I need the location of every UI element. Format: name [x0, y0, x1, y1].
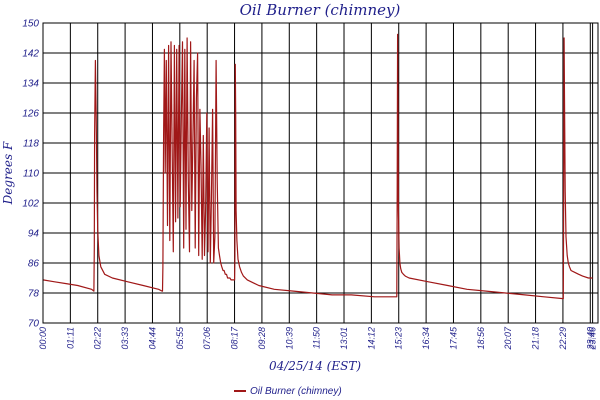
y-tick-label: 134 — [22, 79, 39, 90]
chart-grid — [42, 22, 598, 324]
x-tick-label: 23:40 — [585, 327, 595, 351]
x-tick-label: 08:17 — [230, 326, 240, 350]
x-tick-label: 18:56 — [476, 327, 486, 350]
y-tick-label: 110 — [23, 169, 39, 180]
legend-entry: Oil Burner (chimney) — [250, 386, 342, 397]
y-tick-label: 94 — [28, 229, 40, 240]
x-tick-label: 02:22 — [93, 327, 103, 350]
y-axis-label: Degrees F — [1, 141, 15, 205]
x-tick-label: 05:55 — [175, 326, 185, 350]
x-axis-label: 04/25/14 (EST) — [269, 359, 361, 373]
legend: Oil Burner (chimney) — [234, 386, 342, 397]
x-tick-label: 00:00 — [38, 327, 48, 350]
x-axis-ticks: 00:00 01:11 02:22 03:33 04:44 05:55 07:06 08:17… — [38, 326, 598, 351]
x-tick-label: 09:28 — [257, 327, 267, 350]
x-tick-label: 21:18 — [531, 327, 541, 351]
x-tick-label: 22:29 — [558, 327, 568, 351]
x-tick-label: 11:50 — [312, 327, 322, 349]
x-tick-label: 16:34 — [421, 327, 431, 350]
y-tick-label: 102 — [22, 199, 39, 210]
y-tick-label: 142 — [22, 49, 39, 60]
x-tick-label: 23:46 — [588, 327, 598, 351]
x-tick-label: 07:06 — [202, 327, 212, 350]
y-tick-label: 70 — [28, 319, 40, 330]
x-tick-label: 17:45 — [448, 326, 458, 350]
chart-series-layer — [42, 33, 593, 300]
series-line — [42, 33, 593, 300]
x-tick-label: 20:07 — [503, 326, 513, 351]
y-tick-label: 86 — [28, 259, 40, 270]
x-tick-label: 13:01 — [339, 327, 349, 350]
y-tick-label: 78 — [28, 289, 40, 300]
y-tick-label: 150 — [22, 19, 39, 30]
y-tick-label: 126 — [22, 109, 39, 120]
plot-frame — [42, 22, 599, 324]
x-tick-label: 14:12 — [366, 327, 376, 350]
y-axis-ticks: 150 142 134 126 118 110 102 94 86 78 70 — [22, 19, 39, 330]
x-tick-label: 03:33 — [120, 327, 130, 350]
x-tick-label: 01:11 — [65, 327, 75, 349]
x-tick-label: 10:39 — [284, 327, 294, 350]
chart-title: Oil Burner (chimney) — [240, 1, 401, 19]
y-tick-label: 118 — [23, 139, 39, 150]
x-tick-label: 15:23 — [394, 327, 404, 350]
x-tick-label: 04:44 — [147, 327, 157, 350]
